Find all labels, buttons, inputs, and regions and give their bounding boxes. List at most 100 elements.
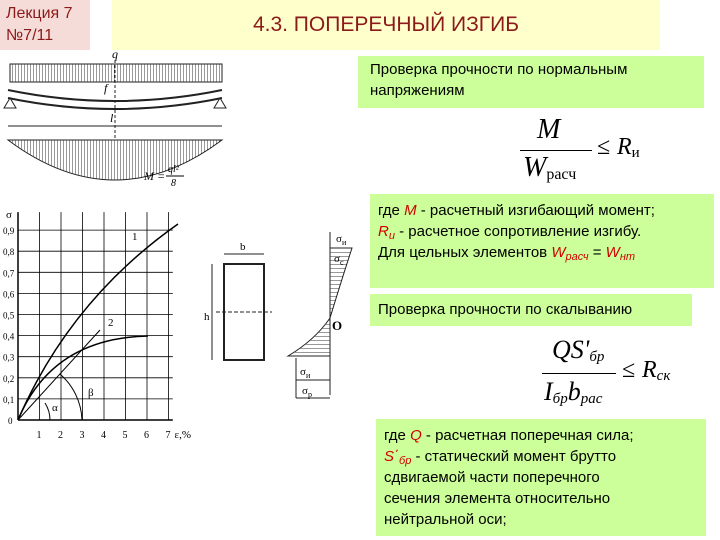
subscript: ск — [656, 368, 671, 384]
label: σи — [336, 233, 347, 247]
subscript: бр — [399, 455, 412, 467]
subscript: с — [340, 258, 344, 267]
section-figure — [211, 232, 353, 399]
y-tick-label: 0,6 — [3, 289, 15, 299]
label: 8 — [171, 178, 176, 189]
beam-figure — [3, 60, 227, 181]
y-tick-label: 0,8 — [3, 247, 15, 257]
subscript: нт — [619, 251, 636, 263]
relation: ≤ — [597, 134, 611, 160]
tension-zone — [286, 316, 331, 357]
numerator: QS'бр — [552, 335, 604, 365]
y-tick-label: 0,4 — [3, 332, 15, 342]
label: l — [110, 111, 114, 125]
subscript: расч — [546, 166, 577, 183]
note-line: сдвигаемой части поперечного — [384, 467, 698, 488]
rhs: Rи — [617, 134, 640, 161]
text: - расчетный изгибающий момент; — [416, 202, 655, 219]
label: f — [104, 81, 109, 95]
y-tick-label: 0,7 — [3, 268, 15, 278]
notes-box: где M - расчетный изгибающий момент; Rи -… — [370, 194, 714, 288]
lecture-badge: Лекция 7 №7/11 — [0, 0, 90, 50]
symbol: I — [544, 377, 553, 406]
label: O — [332, 318, 342, 333]
note-line: S΄бр - статический момент брутто — [384, 446, 698, 467]
note-line: Для цельных элементов Wрасч = Wнт — [378, 242, 706, 263]
text: где — [384, 427, 411, 444]
y-axis-label: σ — [6, 209, 12, 221]
x-tick-label: 6 — [144, 430, 149, 441]
denominator: Wрасч — [523, 152, 576, 184]
formula: QS'бр Iбрbрас ≤ Rск — [540, 335, 700, 415]
subscript: и — [306, 371, 311, 380]
y-tick-label: 0,9 — [3, 226, 15, 236]
x-tick-label: 3 — [80, 430, 85, 441]
label: M = — [143, 169, 165, 183]
rhs: Rск — [642, 357, 670, 384]
angle-arc — [44, 402, 51, 421]
subscript: рас — [580, 391, 603, 407]
badge-line: Лекция 7 — [6, 5, 73, 22]
formula: M Wрасч ≤ Rи — [515, 112, 645, 187]
y-tick-label: 0,1 — [3, 395, 14, 405]
symbol: W — [551, 244, 566, 261]
x-tick-label: 7 — [166, 430, 171, 441]
load — [9, 63, 223, 83]
angle-label: β — [88, 387, 94, 399]
symbol: M — [404, 202, 417, 219]
note-line: где M - расчетный изгибающий момент; — [378, 200, 706, 221]
angle-label: α — [52, 402, 58, 414]
text: нейтральной оси; — [384, 511, 507, 528]
symbol: σ — [302, 385, 308, 397]
symbol: R — [378, 223, 389, 240]
subscript: бр — [552, 391, 568, 407]
y-tick-label: 0,3 — [3, 353, 15, 363]
subscript: и — [388, 230, 395, 242]
denominator: Iбрbрас — [544, 377, 602, 407]
symbol: QS' — [552, 335, 590, 364]
x-tick-label: 2 — [58, 430, 63, 441]
fraction-bar — [542, 373, 616, 374]
text: - статический момент брутто — [411, 448, 617, 465]
heading-box: Проверка прочности по скалыванию — [370, 294, 692, 326]
y-tick-label: 0,5 — [3, 311, 15, 321]
supports — [3, 97, 227, 109]
symbol: σ — [334, 253, 340, 265]
symbol: W — [605, 244, 620, 261]
x-tick-label: 5 — [123, 430, 128, 441]
note-line: где Q - расчетная поперечная сила; — [384, 425, 698, 446]
title-bar: 4.3. ПОПЕРЕЧНЫЙ ИЗГИБ — [112, 0, 660, 50]
x-tick-label: 1 — [37, 430, 42, 441]
note-line: нейтральной оси; — [384, 509, 698, 530]
y-tick-label: 0 — [8, 416, 13, 426]
subscript: и — [631, 145, 640, 161]
symbol: R — [642, 357, 657, 383]
subscript: бр — [589, 349, 605, 365]
fraction-bar — [520, 150, 592, 151]
title: 4.3. ПОПЕРЕЧНЫЙ ИЗГИБ — [252, 13, 520, 36]
moment-diagram — [6, 139, 224, 181]
text: - расчетное сопротивление изгибу. — [394, 223, 642, 240]
x-axis-label: ε,% — [175, 429, 192, 441]
symbol: b — [567, 377, 581, 406]
x-tick-label: 4 — [101, 430, 106, 441]
label: ql² — [168, 164, 180, 175]
label: h — [204, 311, 210, 323]
label: q — [112, 47, 118, 61]
curve — [17, 335, 149, 421]
label: σс — [334, 253, 344, 267]
text: - расчетная поперечная сила; — [421, 427, 634, 444]
curve — [17, 223, 179, 421]
label: σи — [300, 366, 311, 380]
angle-arc — [59, 373, 83, 421]
y-tick-label: 0,2 — [3, 374, 14, 384]
line — [17, 329, 101, 421]
stress-strain-diagram: 0 0,1 0,2 0,3 0,4 0,5 0,6 0,7 0,8 0,9 1 2 3 4 5 6 7 σ ε,% — [3, 209, 191, 441]
curve-label: 2 — [108, 317, 114, 329]
text: где — [378, 202, 405, 219]
text: сечения элемента относительно — [384, 490, 611, 507]
text: = — [588, 244, 606, 261]
relation: ≤ — [622, 357, 636, 383]
